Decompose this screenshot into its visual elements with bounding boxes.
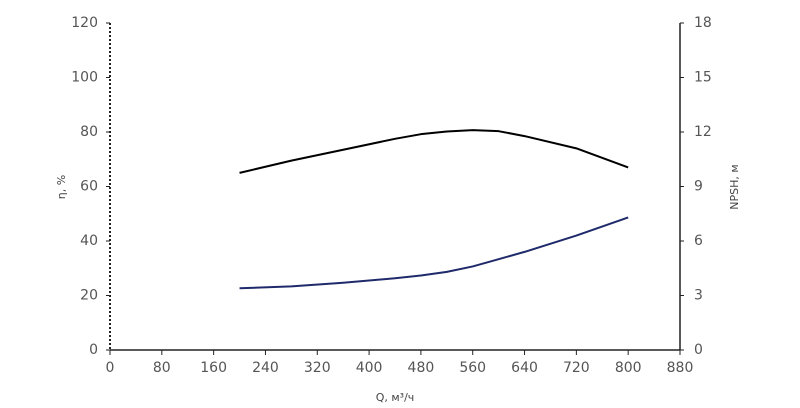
x-tick-label: 640 (511, 360, 538, 376)
x-tick-label: 160 (200, 360, 227, 376)
y-tick-label: 20 (80, 288, 98, 304)
series-line (239, 129, 629, 174)
series-line (239, 216, 629, 290)
y-tick-label: 120 (71, 15, 98, 31)
y-tick-label: 40 (80, 233, 98, 249)
x-tick-label: 80 (153, 360, 171, 376)
y2-tick-label: 6 (694, 233, 703, 249)
y2-axis-title: NPSH, м (728, 164, 741, 209)
y2-tick-label: 12 (694, 124, 712, 140)
y2-tick-label: 9 (694, 179, 703, 195)
y-tick-label: 0 (89, 342, 98, 358)
x-tick-label: 720 (563, 360, 590, 376)
x-tick-label: 880 (667, 360, 694, 376)
y2-tick-label: 3 (694, 288, 703, 304)
x-tick-label: 400 (356, 360, 383, 376)
x-tick-label: 480 (408, 360, 435, 376)
x-tick-label: 320 (304, 360, 331, 376)
y-tick-label: 100 (71, 70, 98, 86)
y-axis-title: η, % (55, 175, 68, 199)
y2-tick-label: 0 (694, 342, 703, 358)
x-tick-label: 0 (106, 360, 115, 376)
x-tick-label: 560 (459, 360, 486, 376)
y2-tick-label: 18 (694, 15, 712, 31)
y-tick-label: 60 (80, 179, 98, 195)
x-tick-label: 800 (615, 360, 642, 376)
y-tick-label: 80 (80, 124, 98, 140)
x-tick-label: 240 (252, 360, 279, 376)
x-axis-title: Q, м³/ч (376, 391, 415, 404)
y2-tick-label: 15 (694, 70, 712, 86)
